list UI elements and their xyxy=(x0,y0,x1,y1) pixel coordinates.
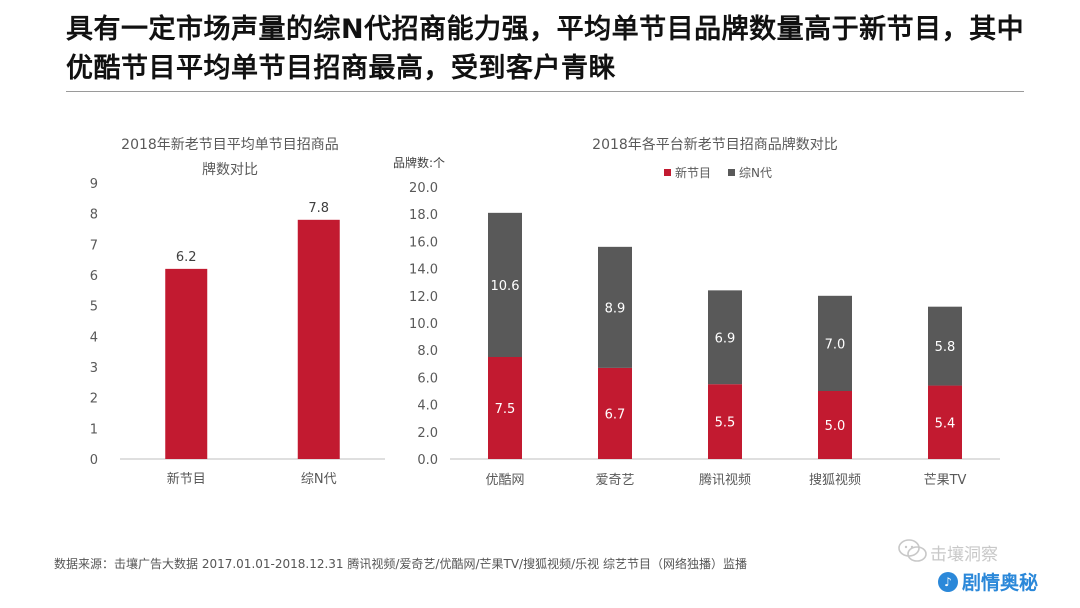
chart2-data-label: 6.9 xyxy=(715,331,736,346)
chart2-category-label: 芒果TV xyxy=(924,472,967,488)
chart1-category-label: 综N代 xyxy=(301,472,337,487)
chart2-data-label: 5.4 xyxy=(935,416,956,431)
chart2-bar-sequel xyxy=(488,212,522,357)
headline-divider xyxy=(66,91,1024,92)
chart2-y-tick-label: 16.0 xyxy=(409,235,438,250)
chart1-data-label: 7.8 xyxy=(308,201,329,216)
chart2-y-tick-label: 6.0 xyxy=(417,371,438,386)
chart2-bar-new xyxy=(818,391,852,459)
chart1-y-tick-label: 2 xyxy=(90,392,98,407)
chart2-data-label: 7.5 xyxy=(495,402,516,417)
chart2-y-tick-label: 2.0 xyxy=(417,426,438,441)
chart2-bar-new xyxy=(708,384,742,459)
chart2-bar-new xyxy=(488,357,522,459)
chart2-y-tick-label: 14.0 xyxy=(409,263,438,278)
chart2-bar-sequel xyxy=(928,306,962,386)
chart1-title-line: 2018年新老节目平均单节目招商品 xyxy=(121,137,339,153)
page-headline: 具有一定市场声量的综N代招商能力强，平均单节目品牌数量高于新节目，其中优酷节目平… xyxy=(66,14,1025,84)
wechat-icon xyxy=(898,539,927,562)
chart2-bar-new xyxy=(598,367,632,459)
watermark-logo-icon: ♪ xyxy=(938,572,958,592)
chart2-bar-sequel xyxy=(598,246,632,368)
chart2-category-label: 爱奇艺 xyxy=(595,472,634,488)
chart1-y-tick-label: 8 xyxy=(90,208,98,223)
chart2-data-label: 6.7 xyxy=(605,407,626,422)
chart2-bar-sequel xyxy=(818,295,852,391)
watermark: 击壤洞察 ♪ 剧情奥秘 xyxy=(896,538,1072,598)
chart1-y-tick-label: 4 xyxy=(90,330,98,345)
chart2-title: 2018年各平台新老节目招商品牌数对比 xyxy=(592,136,838,153)
watermark-brand: 剧情奥秘 xyxy=(962,572,1039,594)
chart1-y-tick-label: 7 xyxy=(90,238,98,253)
chart2-y-tick-label: 20.0 xyxy=(409,181,438,196)
chart1-data-label: 6.2 xyxy=(176,250,197,265)
chart2-y-tick-label: 4.0 xyxy=(417,399,438,414)
chart2-category-label: 优酷网 xyxy=(485,473,524,488)
chart1-bar xyxy=(165,268,208,459)
chart1-y-tick-label: 6 xyxy=(90,269,98,284)
chart1-y-tick-label: 0 xyxy=(90,453,98,468)
chart2-data-label: 7.0 xyxy=(825,337,846,352)
chart2-category-label: 搜狐视频 xyxy=(809,473,861,488)
chart2-y-tick-label: 18.0 xyxy=(409,208,438,223)
chart2-legend-swatch xyxy=(664,169,671,176)
watermark-account: 击壤洞察 xyxy=(930,545,998,565)
chart1-y-tick-label: 1 xyxy=(90,422,98,437)
chart2-bar-sequel xyxy=(708,290,742,385)
chart2-legend-swatch xyxy=(728,169,735,176)
chart1-title-line: 牌数对比 xyxy=(202,161,258,178)
chart2-data-label: 8.9 xyxy=(605,301,626,316)
chart2-data-label: 5.0 xyxy=(825,419,846,434)
chart2-y-axis-title: 品牌数:个 xyxy=(393,155,445,170)
chart1-y-tick-label: 3 xyxy=(90,361,98,376)
chart2-category-label: 腾讯视频 xyxy=(699,472,751,488)
chart1-category-label: 新节目 xyxy=(167,471,206,487)
chart2-data-label: 10.6 xyxy=(491,279,520,294)
chart2-bar-new xyxy=(928,385,962,459)
chart2-data-label: 5.5 xyxy=(715,416,736,431)
chart2-y-tick-label: 8.0 xyxy=(417,344,438,359)
chart2-y-tick-label: 10.0 xyxy=(409,317,438,332)
chart2-legend-label: 综N代 xyxy=(739,166,772,180)
chart1-bar xyxy=(297,219,340,459)
chart2-y-tick-label: 0.0 xyxy=(417,453,438,468)
chart1-y-tick-label: 5 xyxy=(90,300,98,315)
chart2-data-label: 5.8 xyxy=(935,340,956,355)
data-source-note: 数据来源：击壤广告大数据 2017.01.01-2018.12.31 腾讯视频/… xyxy=(54,557,747,571)
chart2-legend-label: 新节目 xyxy=(675,165,711,180)
chart2-y-tick-label: 12.0 xyxy=(409,290,438,305)
chart1-y-tick-label: 9 xyxy=(90,177,98,192)
